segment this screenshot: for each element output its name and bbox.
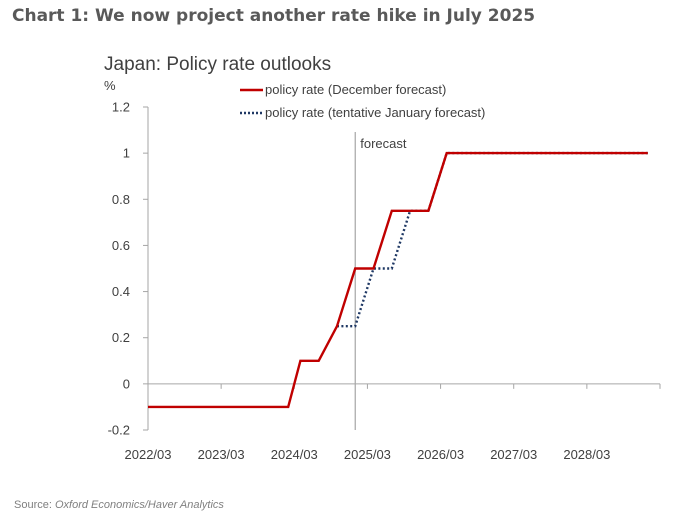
legend: policy rate (December forecast) policy r… <box>240 82 485 120</box>
source-note: Source: Oxford Economics/Haver Analytics <box>14 499 224 511</box>
x-tick-label: 2022/03 <box>125 447 172 462</box>
legend-label-december: policy rate (December forecast) <box>265 82 446 97</box>
y-tick-label: 0.2 <box>112 330 130 345</box>
x-tick-label: 2023/03 <box>198 447 245 462</box>
chart-heading: Chart 1: We now project another rate hik… <box>12 6 536 26</box>
y-tick-label: -0.2 <box>108 423 130 438</box>
y-axis: -0.2 0 0.2 0.4 0.6 0.8 1 1.2 <box>108 100 149 438</box>
y-tick-label: 0.6 <box>112 238 130 253</box>
y-tick-label: 0.8 <box>112 192 130 207</box>
x-tick-label: 2025/03 <box>344 447 391 462</box>
series-line-december <box>148 151 648 409</box>
y-tick-label: 1 <box>123 146 130 161</box>
series-group <box>148 151 648 409</box>
x-tick-label: 2027/03 <box>490 447 537 462</box>
y-tick-label: 1.2 <box>112 100 130 115</box>
x-tick-label: 2024/03 <box>271 447 318 462</box>
y-axis-unit: % <box>104 78 116 93</box>
source-prefix: Source: <box>14 499 55 511</box>
x-axis: 2022/03 2023/03 2024/03 2025/03 2026/03 2027/… <box>125 383 661 462</box>
forecast-annotation: forecast <box>354 132 407 430</box>
chart-title: Japan: Policy rate outlooks <box>104 54 331 75</box>
forecast-label: forecast <box>360 136 407 151</box>
source-text: Oxford Economics/Haver Analytics <box>54 499 224 511</box>
y-tick-label: 0.4 <box>112 284 130 299</box>
legend-label-january: policy rate (tentative January forecast) <box>265 105 485 120</box>
x-tick-label: 2026/03 <box>417 447 464 462</box>
y-tick-label: 0 <box>123 376 130 391</box>
x-tick-label: 2028/03 <box>563 447 610 462</box>
